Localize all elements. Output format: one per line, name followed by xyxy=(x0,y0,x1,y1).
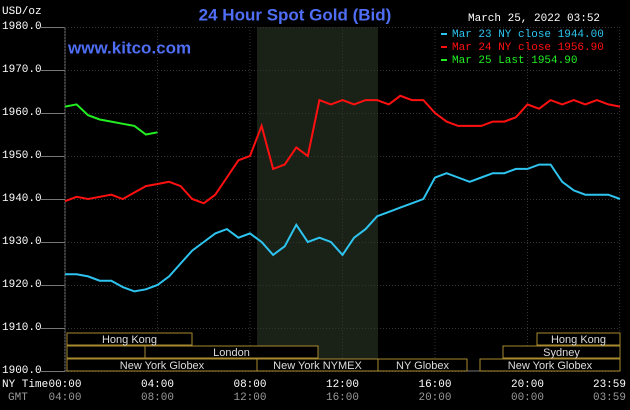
session-label: New York Globex xyxy=(508,360,593,372)
session-box xyxy=(502,345,621,359)
series-line xyxy=(64,94,621,205)
x-tick-label: 12:00 xyxy=(326,379,359,391)
x2-tick-label: 03:59 xyxy=(593,392,626,404)
y-tick-label: 1920.0 xyxy=(2,279,42,291)
x-tick-label: 20:00 xyxy=(511,379,544,391)
y-tick-label: 1940.0 xyxy=(2,193,42,205)
x-tick-label: 16:00 xyxy=(418,379,451,391)
x-tick-label: 08:00 xyxy=(233,379,266,391)
session-box xyxy=(377,358,468,372)
session-box xyxy=(479,358,621,372)
x-tick-label: 23:59 xyxy=(593,379,626,391)
y-tick-label: 1930.0 xyxy=(2,236,42,248)
session-box xyxy=(536,332,621,346)
y-tick-label: 1910.0 xyxy=(2,322,42,334)
chart-title: 24 Hour Spot Gold (Bid) xyxy=(199,5,392,24)
y-tick-label: 1970.0 xyxy=(2,64,42,76)
session-label: NY Globex xyxy=(396,360,449,372)
session-label: New York NYMEX xyxy=(273,360,362,372)
legend-label: Mar 23 NY close 1944.00 xyxy=(452,29,604,41)
x2-tick-label: 08:00 xyxy=(141,392,174,404)
x2-tick-label: 12:00 xyxy=(233,392,266,404)
session-box xyxy=(66,332,193,346)
x2-tick-label: 04:00 xyxy=(48,392,81,404)
y-tick-label: 1950.0 xyxy=(2,150,42,162)
session-box xyxy=(144,345,319,359)
x-tick-label: 00:00 xyxy=(48,379,81,391)
y-tick-label: 1980.0 xyxy=(2,21,42,33)
session-label: New York Globex xyxy=(120,360,205,372)
session-label: Hong Kong xyxy=(102,334,157,346)
x-tick-label: 04:00 xyxy=(141,379,174,391)
x2-tick-label: 16:00 xyxy=(326,392,359,404)
x2-tick-label: 20:00 xyxy=(418,392,451,404)
legend-label: Mar 24 NY close 1956.90 xyxy=(452,42,604,54)
x2-row-label: GMT xyxy=(8,392,28,404)
series-line xyxy=(65,163,621,293)
y-tick-label: 1900.0 xyxy=(2,365,42,377)
session-box xyxy=(66,345,146,359)
x-row-label: NY Time xyxy=(2,379,48,391)
y-tick-label: 1960.0 xyxy=(2,107,42,119)
session-label: London xyxy=(213,347,250,359)
series-line xyxy=(64,103,158,136)
x2-tick-label: 00:00 xyxy=(511,392,544,404)
website: www.kitco.com xyxy=(67,38,191,57)
session-label: Sydney xyxy=(543,347,580,359)
legend-label: Mar 25 Last 1954.90 xyxy=(452,55,577,67)
session-label: Hong Kong xyxy=(551,334,606,346)
y-unit: USD/oz xyxy=(2,6,42,18)
timestamp: March 25, 2022 03:52 xyxy=(468,13,600,25)
